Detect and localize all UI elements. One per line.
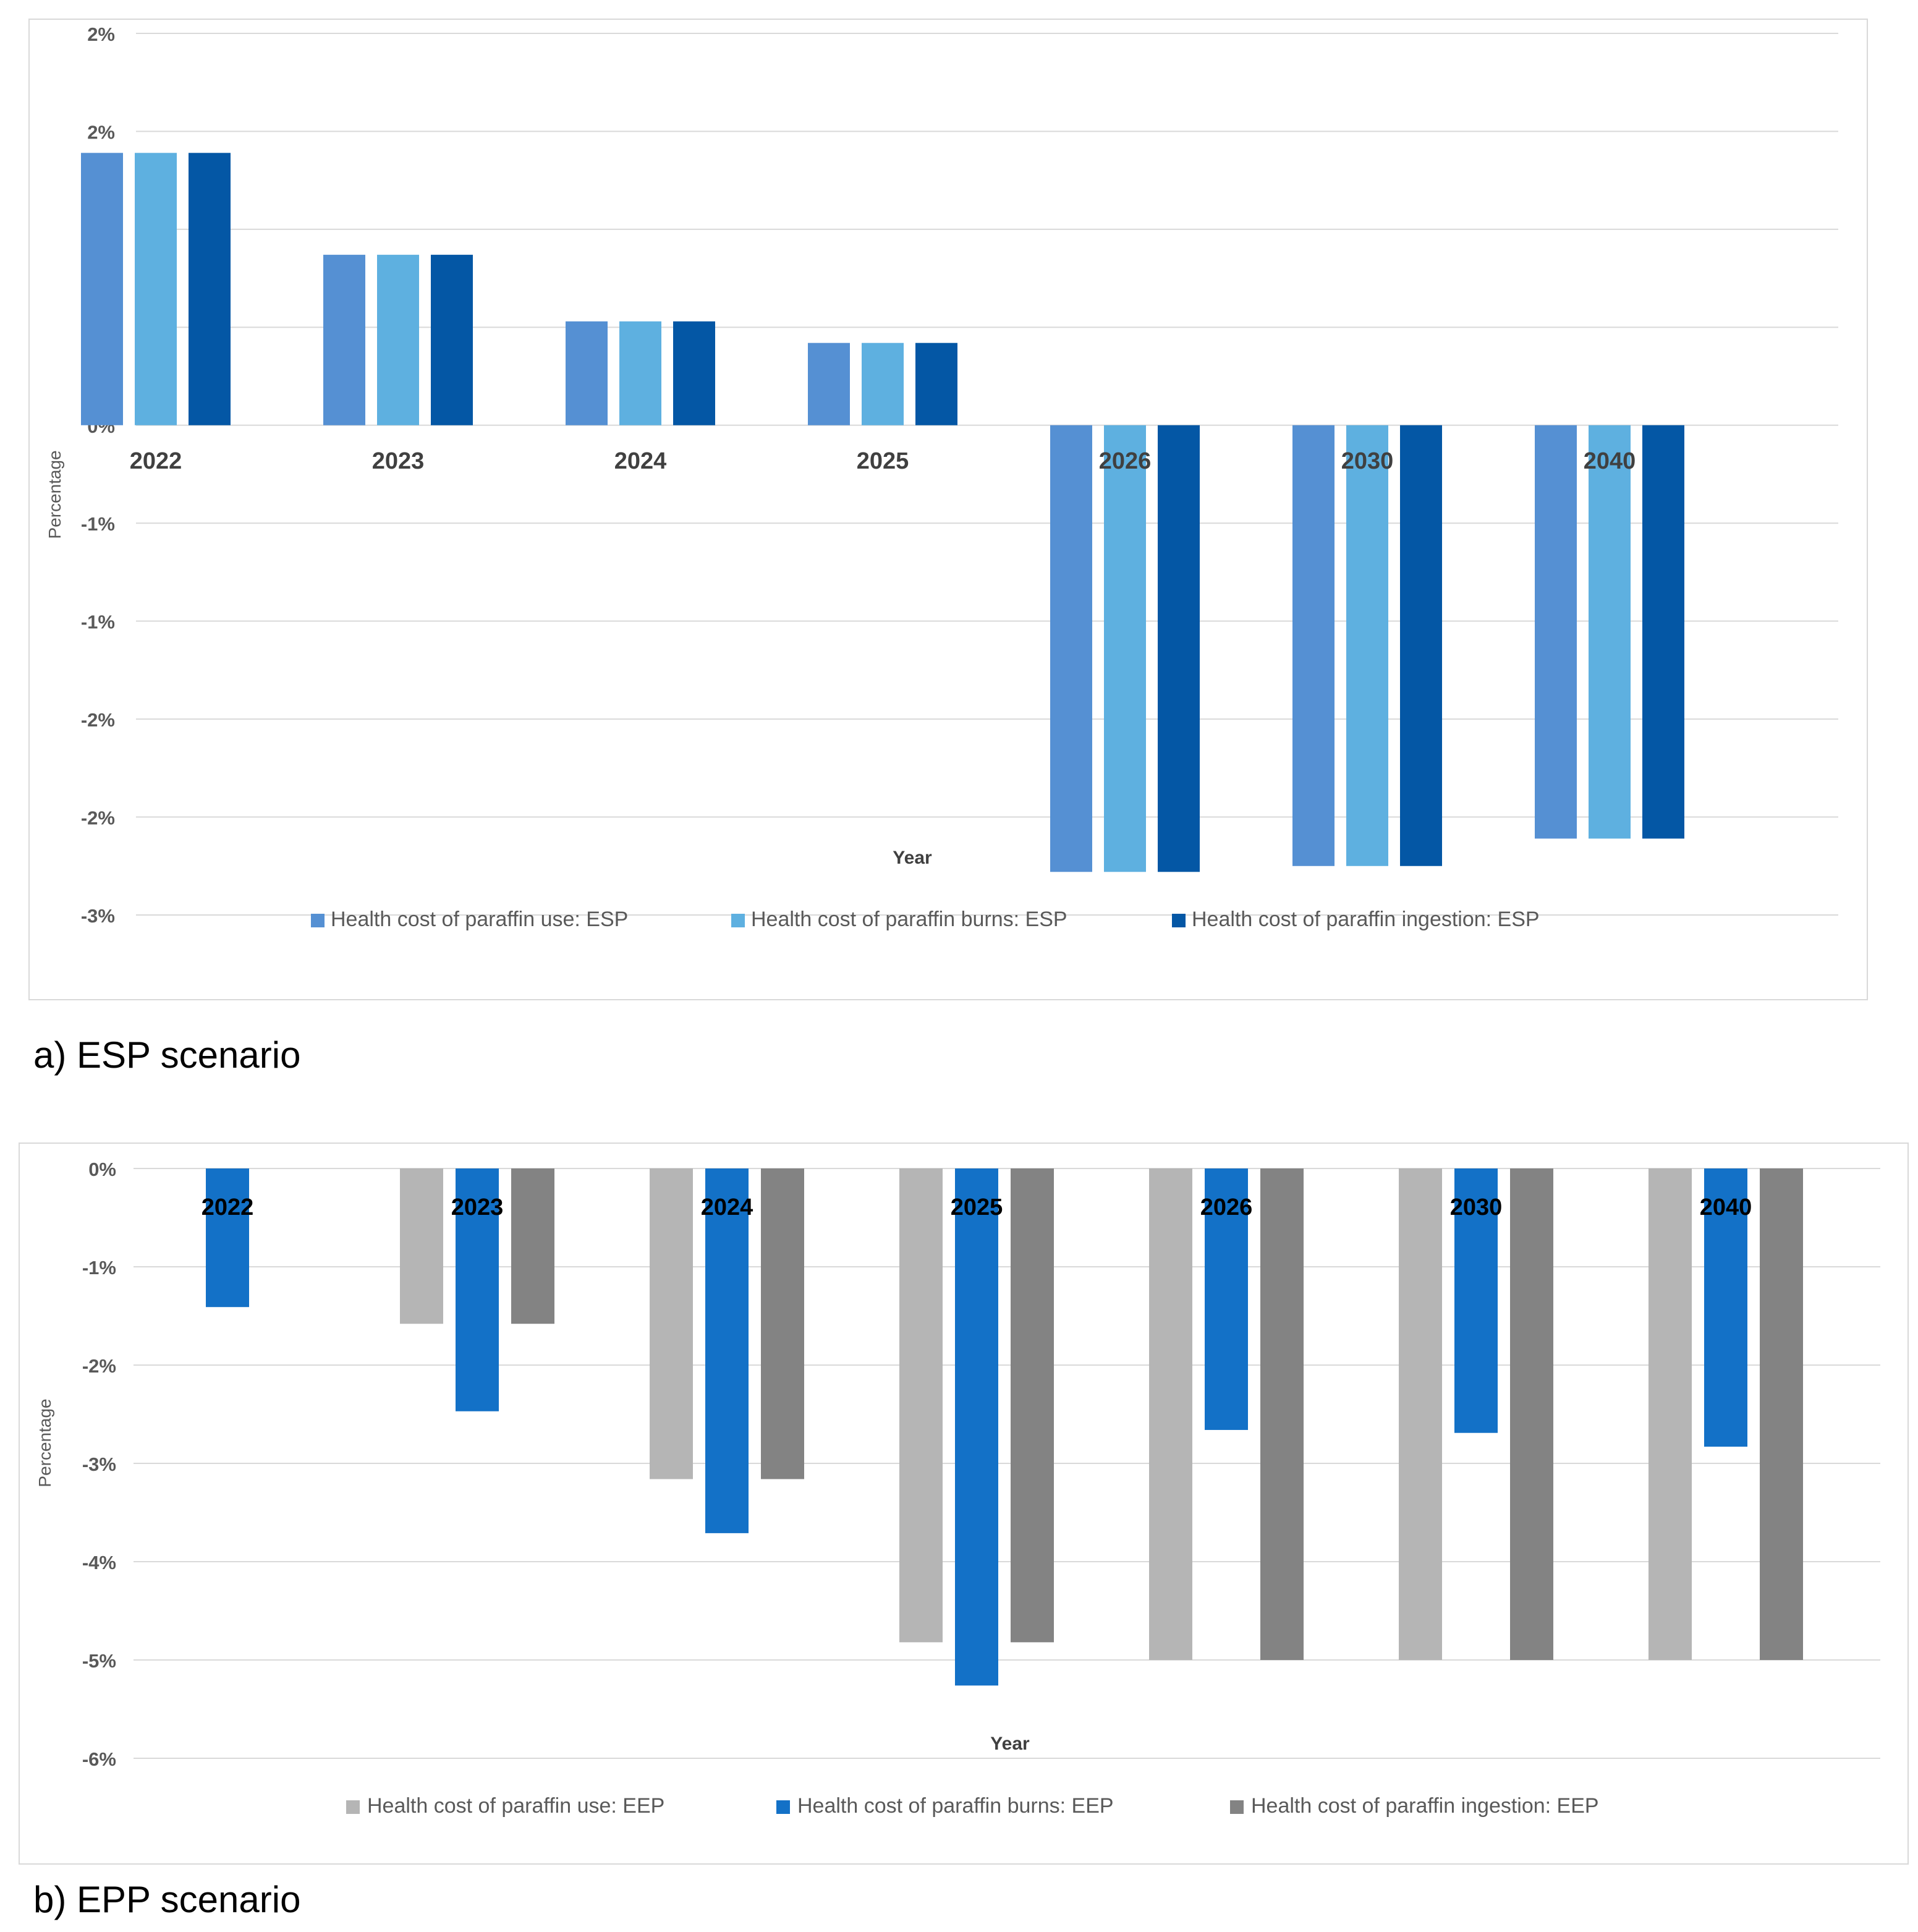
bar-2022-series-2: [135, 153, 177, 425]
legend-swatch: [1230, 1800, 1244, 1814]
bar-2030-series-3: [1400, 425, 1442, 866]
y-tick-label: -1%: [81, 611, 115, 633]
bar-2040-series-1: [1535, 425, 1577, 839]
bar-2022-series-2: [206, 1168, 249, 1308]
bar-2025-series-2: [862, 343, 904, 425]
y-tick-label: -5%: [82, 1650, 116, 1672]
bar-2026-series-3: [1260, 1168, 1304, 1660]
bar-2024-series-3: [761, 1168, 804, 1479]
bar-2022-series-3: [189, 153, 231, 425]
legend-swatch: [311, 914, 325, 927]
bar-2030-series-3: [1510, 1168, 1553, 1660]
bar-2030-series-1: [1399, 1168, 1442, 1660]
legend-label: Health cost of paraffin use: EEP: [367, 1794, 664, 1818]
bar-2025-series-1: [808, 343, 850, 425]
y-tick-label: -4%: [82, 1552, 116, 1573]
category-label: 2024: [701, 1194, 753, 1220]
bar-2023-series-3: [431, 255, 473, 425]
legend-label: Health cost of paraffin use: ESP: [331, 908, 628, 931]
bar-2040-series-2: [1589, 425, 1631, 839]
caption-esp-scenario: a) ESP scenario: [33, 1034, 301, 1076]
category-label: 2022: [202, 1194, 254, 1220]
category-label: 2040: [1584, 448, 1636, 474]
x-axis-title: Year: [990, 1734, 1030, 1754]
y-axis-title: Percentage: [45, 450, 64, 538]
chart-panel-epp: 0% -1% -2% -3% -4% -5% -6% 2022 2023 2024 2025 2026…: [19, 1143, 1909, 1865]
bar-2026-series-3: [1158, 425, 1200, 872]
category-label: 2025: [857, 448, 909, 474]
bar-2030-series-2: [1346, 425, 1388, 866]
bar-2024-series-1: [566, 321, 608, 425]
y-tick-label: 0%: [88, 1159, 116, 1180]
bar-2025-series-3: [1011, 1168, 1054, 1643]
legend-label: Health cost of paraffin burns: ESP: [751, 908, 1067, 931]
legend-label: Health cost of paraffin burns: EEP: [797, 1794, 1114, 1818]
bar-2030-series-2: [1454, 1168, 1498, 1433]
bar-2024-series-2: [619, 321, 661, 425]
chart-esp: 2%2%1%1%0%-1%-1%-2%-2%-3%202220232024202…: [45, 23, 1838, 931]
y-tick-label: 2%: [87, 23, 115, 45]
bar-2024-series-1: [650, 1168, 693, 1479]
y-tick-label: -6%: [82, 1748, 116, 1770]
y-axis-title: Percentage: [35, 1398, 54, 1487]
category-label: 2040: [1700, 1194, 1752, 1220]
bar-2023-series-1: [400, 1168, 443, 1324]
bar-2026-series-1: [1050, 425, 1092, 872]
legend-swatch: [776, 1800, 790, 1814]
bar-2022-series-1: [81, 153, 123, 425]
category-label: 2026: [1099, 448, 1152, 474]
legend-swatch: [346, 1800, 360, 1814]
bar-2026-series-2: [1104, 425, 1146, 872]
legend-label: Health cost of paraffin ingestion: ESP: [1192, 908, 1540, 931]
chart-epp: 0% -1% -2% -3% -4% -5% -6% 2022 2023 2024 2025 2026…: [35, 1159, 1880, 1818]
legend-swatch: [1172, 914, 1186, 927]
y-tick-label: -3%: [81, 905, 115, 927]
category-label: 2025: [951, 1194, 1003, 1220]
category-label: 2023: [372, 448, 425, 474]
legend-label: Health cost of paraffin ingestion: EEP: [1251, 1794, 1599, 1818]
bar-2026-series-1: [1149, 1168, 1192, 1660]
category-label: 2026: [1200, 1194, 1253, 1220]
bar-2040-series-3: [1760, 1168, 1803, 1660]
y-tick-label: -3%: [82, 1453, 116, 1475]
bar-2040-series-2: [1704, 1168, 1747, 1447]
category-label: 2023: [451, 1194, 504, 1220]
category-label: 2030: [1450, 1194, 1503, 1220]
y-tick-label: -2%: [81, 709, 115, 731]
bar-2040-series-3: [1642, 425, 1684, 839]
bar-2023-series-3: [511, 1168, 554, 1324]
chart-panel-esp: 2%2%1%1%0%-1%-1%-2%-2%-3%202220232024202…: [28, 19, 1868, 1000]
y-tick-label: -1%: [82, 1257, 116, 1279]
category-label: 2022: [130, 448, 182, 474]
bar-2025-series-1: [899, 1168, 943, 1643]
y-tick-label: -2%: [82, 1355, 116, 1377]
bar-2026-series-2: [1205, 1168, 1248, 1430]
bar-2023-series-1: [323, 255, 365, 425]
category-label: 2024: [614, 448, 667, 474]
bar-2023-series-2: [377, 255, 419, 425]
caption-epp-scenario: b) EPP scenario: [33, 1879, 301, 1920]
bar-2025-series-2: [955, 1168, 998, 1686]
y-tick-label: 2%: [87, 121, 115, 143]
y-tick-label: -2%: [81, 807, 115, 829]
bar-2024-series-3: [673, 321, 715, 425]
bar-2023-series-2: [456, 1168, 499, 1411]
bar-2030-series-1: [1292, 425, 1335, 866]
bar-2024-series-2: [705, 1168, 749, 1533]
category-label: 2030: [1341, 448, 1394, 474]
legend-swatch: [731, 914, 745, 927]
y-tick-label: -1%: [81, 513, 115, 535]
bar-2025-series-3: [915, 343, 957, 425]
x-axis-title: Year: [893, 848, 932, 868]
bar-2040-series-1: [1649, 1168, 1692, 1660]
